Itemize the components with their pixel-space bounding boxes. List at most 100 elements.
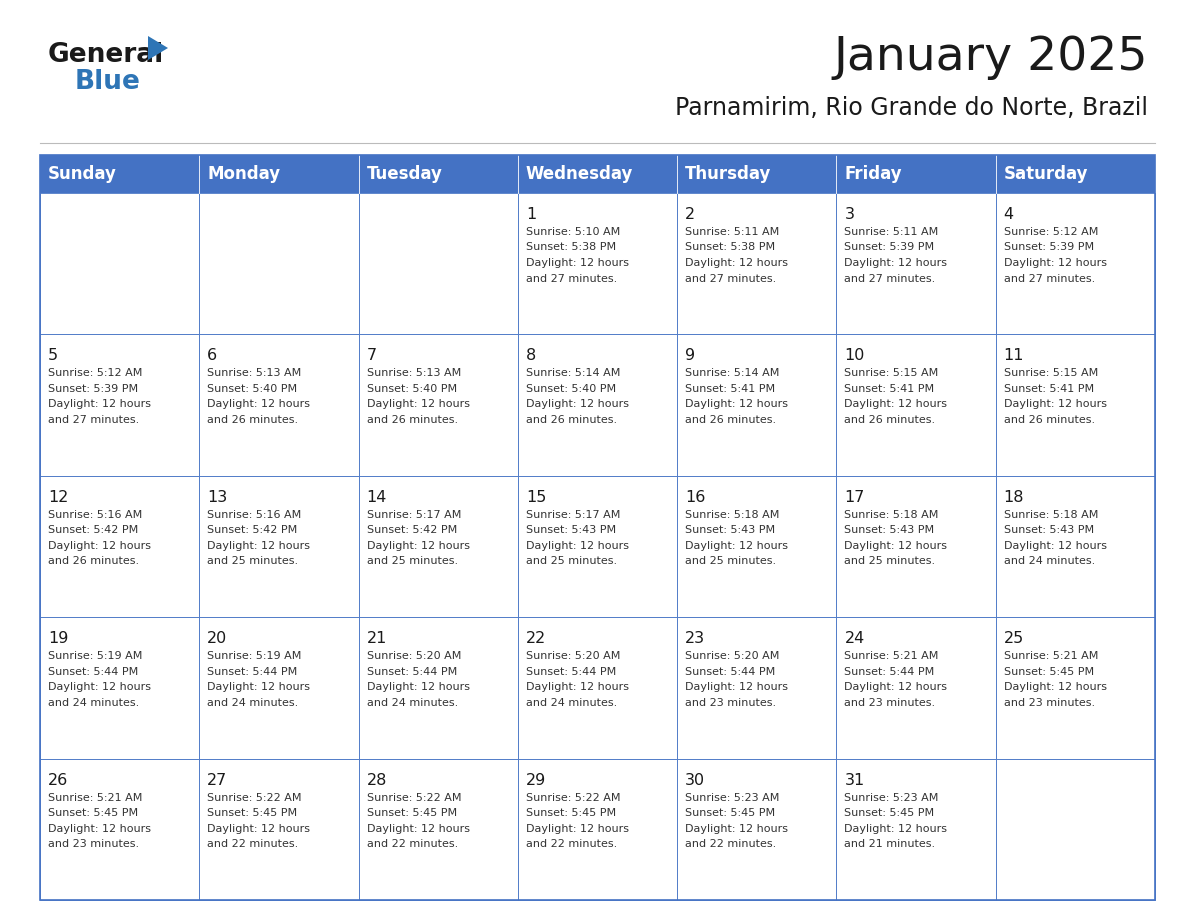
Text: Daylight: 12 hours: Daylight: 12 hours (48, 823, 151, 834)
Bar (677, 193, 836, 334)
Text: Sunrise: 5:22 AM: Sunrise: 5:22 AM (207, 792, 302, 802)
Text: and 23 minutes.: and 23 minutes. (1004, 698, 1095, 708)
Text: and 26 minutes.: and 26 minutes. (367, 415, 457, 425)
Text: Sunrise: 5:21 AM: Sunrise: 5:21 AM (845, 651, 939, 661)
Bar (200, 193, 359, 334)
Text: 30: 30 (685, 773, 706, 788)
Text: Sunrise: 5:11 AM: Sunrise: 5:11 AM (685, 227, 779, 237)
Text: Daylight: 12 hours: Daylight: 12 hours (845, 399, 947, 409)
Text: 12: 12 (48, 490, 69, 505)
Bar (200, 155, 359, 193)
Text: Sunrise: 5:22 AM: Sunrise: 5:22 AM (526, 792, 620, 802)
Text: General: General (48, 42, 164, 68)
Text: Sunset: 5:44 PM: Sunset: 5:44 PM (207, 666, 297, 677)
Text: Sunrise: 5:22 AM: Sunrise: 5:22 AM (367, 792, 461, 802)
Text: and 25 minutes.: and 25 minutes. (526, 556, 617, 566)
Text: Daylight: 12 hours: Daylight: 12 hours (1004, 258, 1107, 268)
Text: Sunrise: 5:15 AM: Sunrise: 5:15 AM (845, 368, 939, 378)
Text: Sunset: 5:43 PM: Sunset: 5:43 PM (845, 525, 935, 535)
Text: Sunrise: 5:20 AM: Sunrise: 5:20 AM (367, 651, 461, 661)
Text: Friday: Friday (845, 165, 902, 183)
Bar (996, 193, 1155, 334)
Text: 4: 4 (1004, 207, 1013, 222)
Text: Sunset: 5:38 PM: Sunset: 5:38 PM (526, 242, 617, 252)
Text: Sunrise: 5:17 AM: Sunrise: 5:17 AM (526, 509, 620, 520)
Text: Daylight: 12 hours: Daylight: 12 hours (845, 682, 947, 692)
Text: Daylight: 12 hours: Daylight: 12 hours (207, 541, 310, 551)
Text: Sunset: 5:45 PM: Sunset: 5:45 PM (207, 808, 297, 818)
Text: 26: 26 (48, 773, 68, 788)
Text: and 22 minutes.: and 22 minutes. (526, 839, 617, 849)
Text: and 26 minutes.: and 26 minutes. (685, 415, 776, 425)
Text: 28: 28 (367, 773, 387, 788)
Text: Daylight: 12 hours: Daylight: 12 hours (685, 682, 788, 692)
Text: and 27 minutes.: and 27 minutes. (526, 274, 617, 284)
Text: Saturday: Saturday (1004, 165, 1088, 183)
Text: Daylight: 12 hours: Daylight: 12 hours (207, 823, 310, 834)
Text: 9: 9 (685, 349, 695, 364)
Text: 5: 5 (48, 349, 58, 364)
Bar (518, 193, 677, 334)
Text: Sunrise: 5:23 AM: Sunrise: 5:23 AM (845, 792, 939, 802)
Bar (518, 155, 677, 193)
Text: 19: 19 (48, 632, 69, 646)
Text: Sunset: 5:40 PM: Sunset: 5:40 PM (526, 384, 617, 394)
Text: and 26 minutes.: and 26 minutes. (845, 415, 936, 425)
Text: Sunset: 5:43 PM: Sunset: 5:43 PM (1004, 525, 1094, 535)
Text: Sunset: 5:45 PM: Sunset: 5:45 PM (367, 808, 456, 818)
Bar (677, 476, 836, 617)
Text: Sunrise: 5:18 AM: Sunrise: 5:18 AM (685, 509, 779, 520)
Bar (836, 334, 996, 476)
Text: and 25 minutes.: and 25 minutes. (207, 556, 298, 566)
Text: Sunrise: 5:16 AM: Sunrise: 5:16 AM (48, 509, 143, 520)
Text: Sunset: 5:45 PM: Sunset: 5:45 PM (48, 808, 138, 818)
Text: Sunset: 5:41 PM: Sunset: 5:41 PM (845, 384, 935, 394)
Text: Sunrise: 5:12 AM: Sunrise: 5:12 AM (48, 368, 143, 378)
Text: 2: 2 (685, 207, 695, 222)
Bar (518, 617, 677, 758)
Text: Parnamirim, Rio Grande do Norte, Brazil: Parnamirim, Rio Grande do Norte, Brazil (675, 96, 1148, 120)
Bar (996, 758, 1155, 900)
Text: and 26 minutes.: and 26 minutes. (48, 556, 139, 566)
Text: Sunrise: 5:17 AM: Sunrise: 5:17 AM (367, 509, 461, 520)
Text: 13: 13 (207, 490, 228, 505)
Polygon shape (148, 36, 168, 60)
Text: Sunrise: 5:13 AM: Sunrise: 5:13 AM (367, 368, 461, 378)
Text: and 24 minutes.: and 24 minutes. (1004, 556, 1095, 566)
Text: Daylight: 12 hours: Daylight: 12 hours (685, 541, 788, 551)
Bar (359, 476, 518, 617)
Text: and 23 minutes.: and 23 minutes. (845, 698, 936, 708)
Text: and 26 minutes.: and 26 minutes. (526, 415, 617, 425)
Text: and 22 minutes.: and 22 minutes. (367, 839, 457, 849)
Bar (836, 617, 996, 758)
Text: Sunset: 5:44 PM: Sunset: 5:44 PM (48, 666, 138, 677)
Text: January 2025: January 2025 (834, 36, 1148, 81)
Text: and 25 minutes.: and 25 minutes. (685, 556, 776, 566)
Text: and 26 minutes.: and 26 minutes. (207, 415, 298, 425)
Text: and 26 minutes.: and 26 minutes. (1004, 415, 1095, 425)
Text: Sunrise: 5:23 AM: Sunrise: 5:23 AM (685, 792, 779, 802)
Text: and 25 minutes.: and 25 minutes. (367, 556, 457, 566)
Text: Thursday: Thursday (685, 165, 771, 183)
Text: Tuesday: Tuesday (367, 165, 442, 183)
Text: and 27 minutes.: and 27 minutes. (1004, 274, 1095, 284)
Bar (677, 758, 836, 900)
Bar (200, 758, 359, 900)
Text: and 24 minutes.: and 24 minutes. (48, 698, 139, 708)
Text: and 24 minutes.: and 24 minutes. (526, 698, 617, 708)
Bar (518, 758, 677, 900)
Text: Sunset: 5:39 PM: Sunset: 5:39 PM (48, 384, 138, 394)
Text: Sunrise: 5:14 AM: Sunrise: 5:14 AM (526, 368, 620, 378)
Text: Sunrise: 5:13 AM: Sunrise: 5:13 AM (207, 368, 302, 378)
Text: Daylight: 12 hours: Daylight: 12 hours (48, 541, 151, 551)
Text: Sunset: 5:45 PM: Sunset: 5:45 PM (526, 808, 617, 818)
Text: Sunset: 5:43 PM: Sunset: 5:43 PM (685, 525, 776, 535)
Bar (677, 334, 836, 476)
Text: Daylight: 12 hours: Daylight: 12 hours (367, 682, 469, 692)
Text: Sunset: 5:45 PM: Sunset: 5:45 PM (845, 808, 935, 818)
Text: Sunrise: 5:18 AM: Sunrise: 5:18 AM (1004, 509, 1098, 520)
Text: Sunset: 5:43 PM: Sunset: 5:43 PM (526, 525, 617, 535)
Text: Daylight: 12 hours: Daylight: 12 hours (207, 399, 310, 409)
Text: Daylight: 12 hours: Daylight: 12 hours (845, 541, 947, 551)
Text: Sunset: 5:39 PM: Sunset: 5:39 PM (845, 242, 935, 252)
